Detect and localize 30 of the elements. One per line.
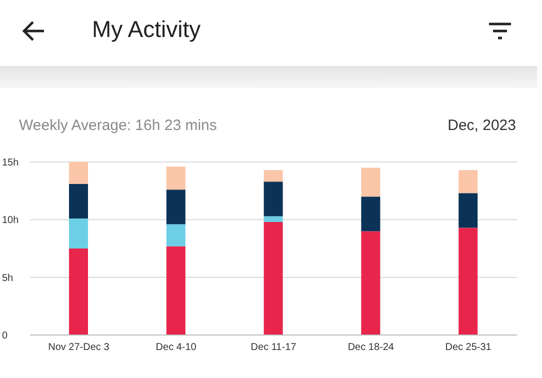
chart-title: My Activity (92, 16, 201, 43)
x-tick-label: Dec 18-24 (348, 342, 394, 354)
bar (361, 168, 380, 197)
bar (69, 162, 88, 184)
bar (166, 190, 186, 224)
bar (264, 216, 283, 222)
bar (166, 224, 186, 246)
bar (166, 246, 186, 335)
bar (69, 248, 88, 335)
bar (264, 222, 283, 335)
text: Dec, 2023 (448, 117, 516, 134)
y-tick-label: 10h (2, 215, 19, 226)
y-tick-label: 5h (2, 272, 14, 284)
bar (264, 182, 283, 216)
x-tick-label: Dec 4-10 (156, 342, 197, 354)
y-tick-label: 0 (2, 330, 8, 342)
bar (361, 231, 380, 335)
bar (458, 170, 478, 194)
bar (264, 170, 283, 182)
bar (69, 218, 88, 248)
bar (458, 193, 478, 228)
x-tick-label: Nov 27-Dec 3 (48, 342, 110, 354)
y-tick-label: 15h (2, 158, 19, 169)
bar (69, 184, 88, 219)
x-tick-label: Dec 11-17 (250, 342, 297, 354)
bar (166, 166, 186, 190)
bar (361, 196, 380, 232)
x-tick-label: Dec 25-31 (445, 342, 492, 354)
chart-subtitle: Weekly Average: 16h 23 mins (19, 117, 217, 134)
bar (458, 228, 478, 335)
